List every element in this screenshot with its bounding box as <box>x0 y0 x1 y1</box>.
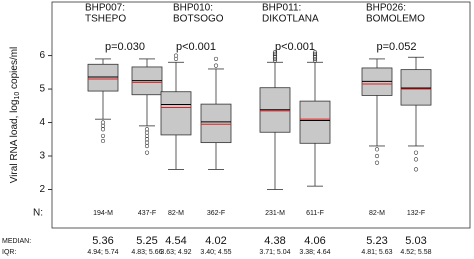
median-label: 5.25 <box>136 235 157 247</box>
n-label: 231-M <box>265 210 285 217</box>
y-axis-label: Viral RNA load, log10 copies/ml <box>9 47 21 184</box>
group-label: BHP010: <box>173 3 213 14</box>
outlier <box>312 51 318 56</box>
outlier <box>100 127 106 132</box>
group-label: BHP026: <box>366 3 406 14</box>
median-label: 4.02 <box>205 235 226 247</box>
group-sublabel: BOTSOGO <box>173 14 224 25</box>
p-value: p<0.001 <box>176 41 216 53</box>
iqr-label: 4.52; 5.58 <box>400 249 431 256</box>
group-label: BHP011: <box>262 3 301 14</box>
n-row-label: N: <box>33 208 43 219</box>
outlier <box>213 56 219 62</box>
outlier <box>144 150 150 155</box>
n-label: 437-F <box>138 210 156 217</box>
y-tick-label: 4 <box>39 117 45 128</box>
p-value: p=0.052 <box>376 41 416 53</box>
group-sublabel: TSHEPO <box>85 14 126 25</box>
median-row-label: MEDIAN: <box>2 238 31 245</box>
p-value: p<0.001 <box>275 41 315 53</box>
box <box>160 91 192 136</box>
n-label: 194-M <box>93 210 113 217</box>
p-value: p=0.030 <box>105 41 145 53</box>
n-label: 611-F <box>306 210 324 217</box>
outlier <box>374 160 380 165</box>
outlier <box>413 150 419 155</box>
iqr-label: 3.38; 4.64 <box>299 249 330 256</box>
n-label: 132-F <box>407 210 425 217</box>
outlier <box>100 133 106 139</box>
median-label: 4.54 <box>165 235 186 247</box>
y-tick-label: 6 <box>39 50 45 61</box>
y-label-main: Viral RNA load, log <box>9 100 20 184</box>
outlier <box>144 143 150 149</box>
median-label: 5.23 <box>366 235 387 247</box>
outlier <box>413 157 419 162</box>
plot-frame <box>51 1 471 229</box>
box <box>200 103 232 144</box>
n-label: 82-M <box>168 210 184 217</box>
y-tick-label: 5 <box>39 84 45 95</box>
median-label: 4.06 <box>304 235 325 247</box>
box <box>87 63 119 92</box>
outlier <box>413 167 419 172</box>
outlier <box>213 63 219 68</box>
group-label: BHP007: <box>85 3 125 14</box>
box <box>400 69 432 106</box>
n-label: 362-F <box>207 210 225 217</box>
iqr-label: 3.63; 4.92 <box>160 249 191 256</box>
y-label-sub: 10 <box>14 92 21 100</box>
iqr-label: 3.71; 5.04 <box>259 249 290 256</box>
outlier <box>374 147 380 152</box>
median-label: 5.03 <box>405 235 426 247</box>
outlier <box>272 50 278 55</box>
group-sublabel: BOMOLEMO <box>366 14 425 25</box>
y-tick-label: 2 <box>39 184 45 195</box>
y-label-end: copies/ml <box>9 47 20 92</box>
iqr-row-label: IQR: <box>2 249 16 256</box>
outlier <box>374 153 380 159</box>
iqr-label: 4.94; 5.74 <box>87 249 118 256</box>
iqr-label: 4.83; 5.66 <box>131 249 162 256</box>
n-label: 82-M <box>369 210 385 217</box>
outlier <box>100 138 106 144</box>
outlier <box>272 51 278 56</box>
outlier <box>312 50 318 55</box>
median-label: 5.36 <box>92 235 113 247</box>
y-tick-label: 3 <box>39 151 45 162</box>
median-label: 4.38 <box>264 235 285 247</box>
group-sublabel: DIKOTLANA <box>262 14 319 25</box>
iqr-label: 3.40; 4.55 <box>200 249 231 256</box>
iqr-label: 4.81; 5.63 <box>361 249 392 256</box>
outlier <box>173 53 179 58</box>
box <box>299 100 331 144</box>
